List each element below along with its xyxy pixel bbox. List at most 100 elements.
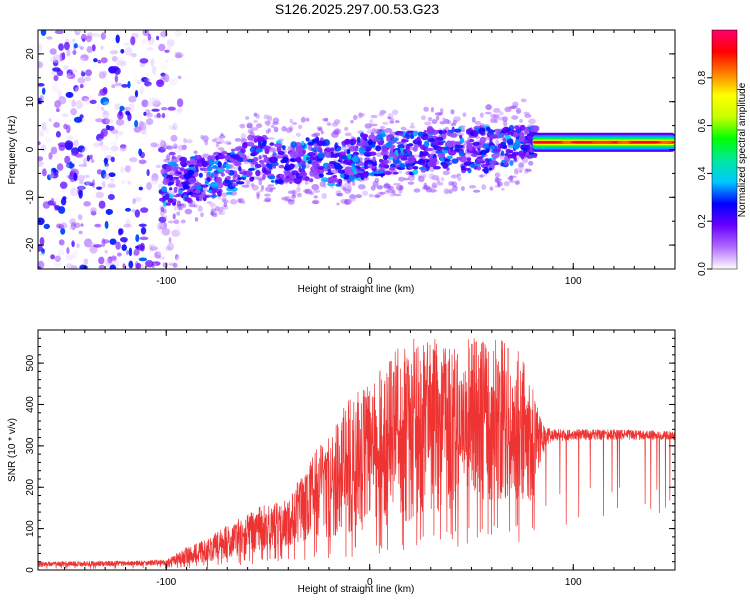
noise-blob [136,80,143,85]
track-blob [458,150,465,157]
track-blob [304,177,309,182]
track-halo [493,108,501,113]
track-halo [212,213,218,218]
noise-blob [162,262,169,268]
noise-blob [54,152,61,161]
noise-blob [67,73,72,78]
track-halo [177,144,185,151]
track-blob [215,176,223,184]
track-blob [175,179,181,185]
noise-blob [38,160,44,167]
noise-blob [125,110,131,116]
noise-blob [154,251,162,259]
noise-blob [38,61,44,69]
track-halo [502,116,508,122]
noise-blob [125,207,131,212]
track-blob [173,186,178,194]
noise-blob [72,50,77,55]
track-blob [283,165,291,171]
track-blob [216,168,225,173]
noise-blob [72,38,76,43]
track-halo [481,184,487,190]
noise-blob [127,180,132,185]
track-halo [409,126,416,129]
noise-blob [79,83,84,89]
track-blob [298,162,302,168]
snr-axes: -100 0 100 0 100 200 300 400 500 [25,330,676,588]
noise-blob [108,172,116,177]
track-halo [362,190,368,196]
noise-blob [147,249,155,257]
noise-blob [38,43,43,52]
track-blob [272,153,276,158]
noise-blob [150,58,155,67]
noise-blob [165,246,172,251]
track-blob [391,137,399,142]
noise-blob [156,112,161,118]
track-blob [282,156,289,163]
noise-blob [66,253,75,261]
track-blob [491,153,500,159]
noise-blob [121,179,126,185]
track-halo [525,168,532,172]
noise-blob [48,152,53,160]
track-blob [344,138,351,145]
track-blob [347,153,352,160]
track-halo [460,186,465,191]
track-blob [342,159,349,164]
track-halo [267,137,275,140]
noise-blob [71,99,76,108]
track-halo [486,103,492,111]
track-halo [383,190,390,194]
noise-blob [49,48,57,55]
noise-blob [58,144,66,151]
track-halo [494,172,501,178]
noise-blob [140,126,147,135]
noise-blob [44,136,53,143]
track-halo [511,105,518,109]
track-blob [439,157,445,162]
track-halo [272,121,279,125]
x-tick-label: -100 [156,577,176,588]
noise-blob [140,207,149,213]
track-blob [365,160,373,163]
track-halo [336,192,344,197]
noise-blob [79,46,84,50]
noise-blob [103,173,110,180]
track-blob [446,140,452,148]
track-blob [248,168,255,171]
noise-blob [98,200,106,209]
track-halo [393,182,401,186]
track-halo [450,122,456,127]
noise-blob [144,81,152,87]
track-blob [289,151,299,159]
track-blob [407,156,414,162]
track-halo [518,164,524,171]
track-halo [258,179,263,186]
track-halo [520,98,527,103]
noise-blob [173,149,182,153]
track-blob [473,130,479,137]
track-blob [261,164,267,169]
noise-blob [160,206,165,213]
noise-blob [75,100,83,109]
track-blob [172,166,177,172]
noise-blob [70,158,76,163]
noise-blob [167,242,175,251]
track-halo [528,160,534,166]
noise-blob [65,91,74,98]
track-blob [278,164,285,169]
track-blob [316,140,326,146]
noise-blob [95,181,102,185]
noise-blob [61,113,69,118]
track-blob [332,154,338,158]
track-halo [497,116,505,121]
track-blob [507,154,513,159]
track-halo [400,126,407,131]
noise-blob [58,96,67,105]
track-halo [273,126,279,133]
track-blob [380,167,385,172]
track-halo [237,198,242,203]
track-halo [210,211,218,216]
noise-blob [105,79,113,86]
